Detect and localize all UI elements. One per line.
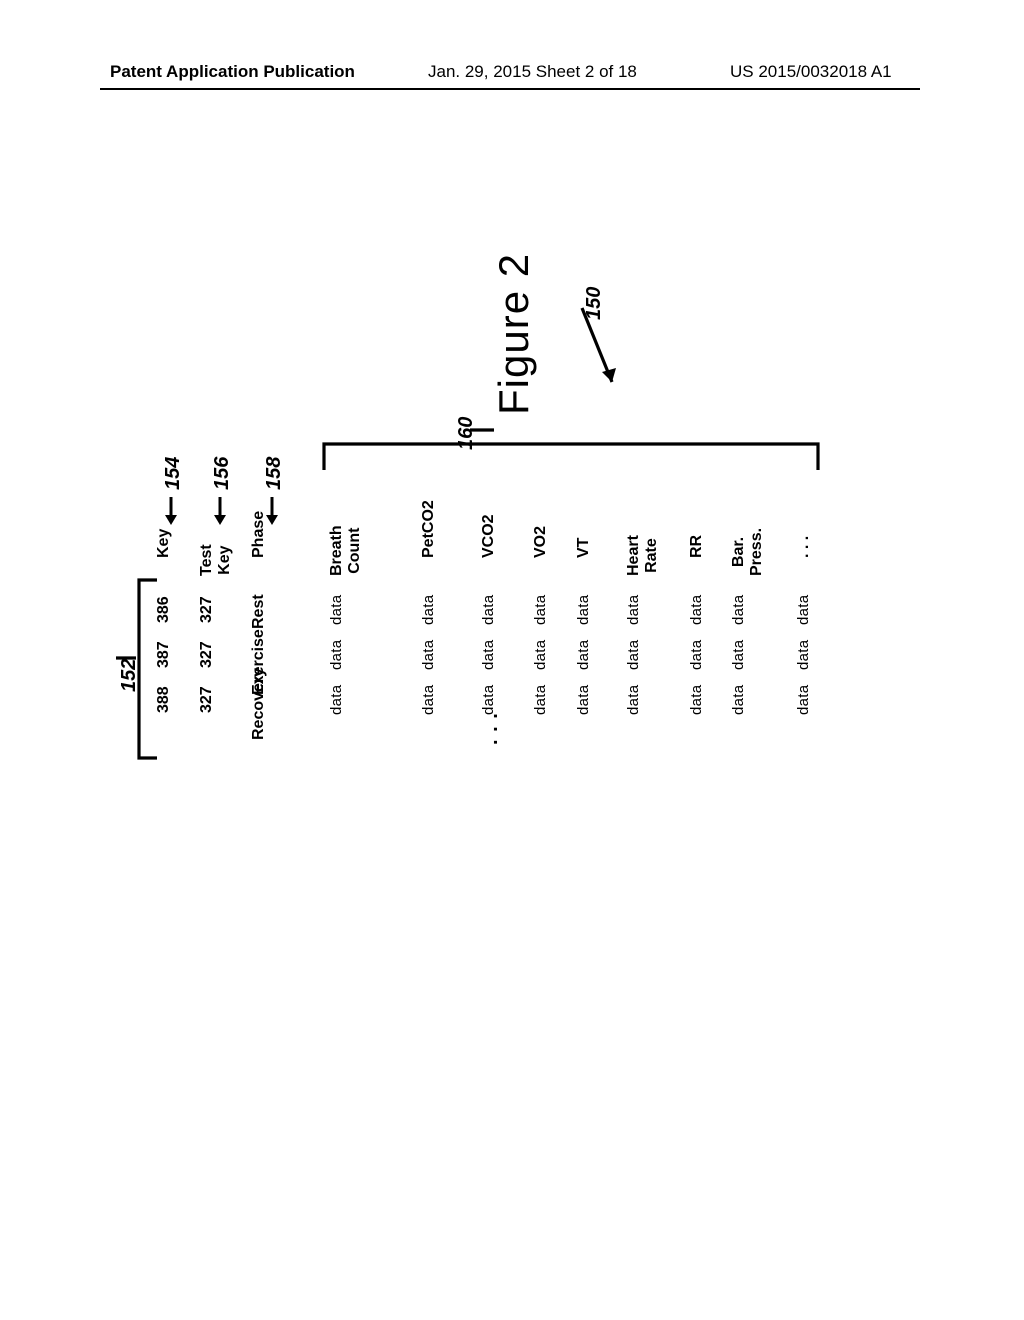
cell-phase: Rest	[250, 594, 268, 629]
cell-data: data	[328, 595, 345, 625]
cell-data: data	[730, 640, 747, 670]
cell-data: data	[795, 640, 812, 670]
patent-page: Patent Application Publication Jan. 29, …	[0, 0, 1024, 1320]
col-head: Heart Rate	[625, 535, 661, 576]
ref-label-156: 156	[211, 457, 234, 490]
header-rule	[100, 88, 920, 90]
col-head: PetCO2	[420, 500, 438, 558]
cell-data: data	[688, 685, 705, 715]
cell-data: data	[625, 595, 642, 625]
col-head: VCO2	[480, 514, 498, 558]
header-right: US 2015/0032018 A1	[730, 62, 892, 82]
cell-data: data	[625, 685, 642, 715]
col-head: Bar. Press.	[730, 528, 766, 576]
cell-data: data	[575, 595, 592, 625]
col-head: VT	[575, 538, 593, 558]
cell-data: data	[532, 685, 549, 715]
cell-key: 386	[155, 596, 173, 623]
cell-data: data	[480, 685, 497, 715]
cell-data: data	[328, 640, 345, 670]
header-center: Jan. 29, 2015 Sheet 2 of 18	[428, 62, 637, 82]
col-head: RR	[688, 535, 706, 558]
figure-title: Figure 2	[490, 253, 538, 415]
cell-data: data	[480, 595, 497, 625]
col-head: Breath Count	[328, 525, 364, 576]
cell-key: 388	[155, 686, 173, 713]
bracket-160	[322, 440, 820, 479]
cell-data: data	[480, 640, 497, 670]
col-head: VO2	[532, 526, 550, 558]
cell-data: data	[730, 685, 747, 715]
ellipsis-below: . . .	[480, 712, 503, 745]
arrow-150	[564, 300, 624, 400]
header-left: Patent Application Publication	[110, 62, 355, 82]
cell-data: data	[688, 640, 705, 670]
cell-data: data	[532, 640, 549, 670]
cell-testkey: 327	[198, 641, 216, 668]
ref-label-158: 158	[263, 457, 286, 490]
cell-data: data	[688, 595, 705, 625]
cell-data: data	[575, 640, 592, 670]
cell-data: data	[795, 685, 812, 715]
col-head: . . .	[795, 536, 813, 558]
cell-key: 387	[155, 641, 173, 668]
cell-data: data	[625, 640, 642, 670]
cell-data: data	[730, 595, 747, 625]
arrow-154	[161, 495, 181, 529]
col-head: Test Key	[198, 544, 234, 576]
col-head: Phase	[250, 511, 268, 558]
cell-data: data	[420, 640, 437, 670]
cell-data: data	[420, 595, 437, 625]
cell-data: data	[532, 595, 549, 625]
arrow-156	[210, 495, 230, 529]
cell-data: data	[575, 685, 592, 715]
cell-testkey: 327	[198, 686, 216, 713]
cell-data: data	[795, 595, 812, 625]
cell-data: data	[328, 685, 345, 715]
col-head: Key	[155, 529, 173, 558]
cell-testkey: 327	[198, 596, 216, 623]
cell-phase: Recovery	[250, 668, 268, 740]
ref-label-154: 154	[162, 457, 185, 490]
cell-data: data	[420, 685, 437, 715]
